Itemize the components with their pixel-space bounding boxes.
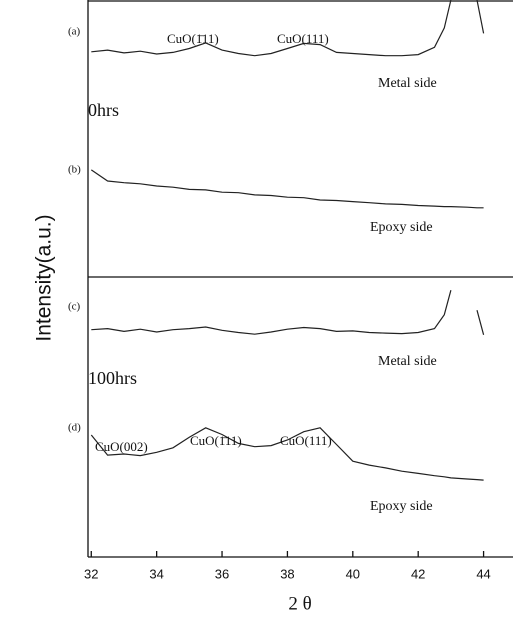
annotation: CuO(111) — [277, 31, 329, 46]
annotation: CuO(111) — [280, 433, 332, 448]
annotation: 0hrs — [88, 100, 119, 120]
trace — [91, 0, 485, 57]
annotation: Epoxy side — [370, 499, 433, 514]
annotation: Epoxy side — [370, 220, 433, 235]
annotation: Metal side — [378, 76, 437, 91]
annotation: (d) — [68, 422, 81, 434]
y-label: Intensity(a.u.) — [33, 214, 56, 341]
trace — [90, 427, 484, 481]
annotation: Metal side — [378, 354, 437, 369]
x-tick-label: 34 — [149, 566, 163, 581]
trace — [90, 169, 484, 209]
trace — [91, 290, 485, 335]
annotation: 100hrs — [88, 368, 137, 388]
annotation: (c) — [68, 301, 81, 313]
x-tick-label: 42 — [411, 566, 425, 581]
annotation: (b) — [68, 164, 81, 176]
x-tick-label: 36 — [215, 566, 229, 581]
x-label: 2 θ — [288, 593, 311, 614]
annotation: CuO(1̄11) — [190, 433, 242, 448]
x-tick-label: 38 — [280, 566, 294, 581]
annotation: (a) — [68, 26, 81, 38]
x-tick-label: 44 — [476, 566, 490, 581]
x-tick-label: 40 — [346, 566, 360, 581]
x-tick-label: 32 — [84, 566, 98, 581]
annotation: CuO(002) — [95, 439, 148, 454]
annotation: CuO(1̄11) — [167, 31, 219, 46]
